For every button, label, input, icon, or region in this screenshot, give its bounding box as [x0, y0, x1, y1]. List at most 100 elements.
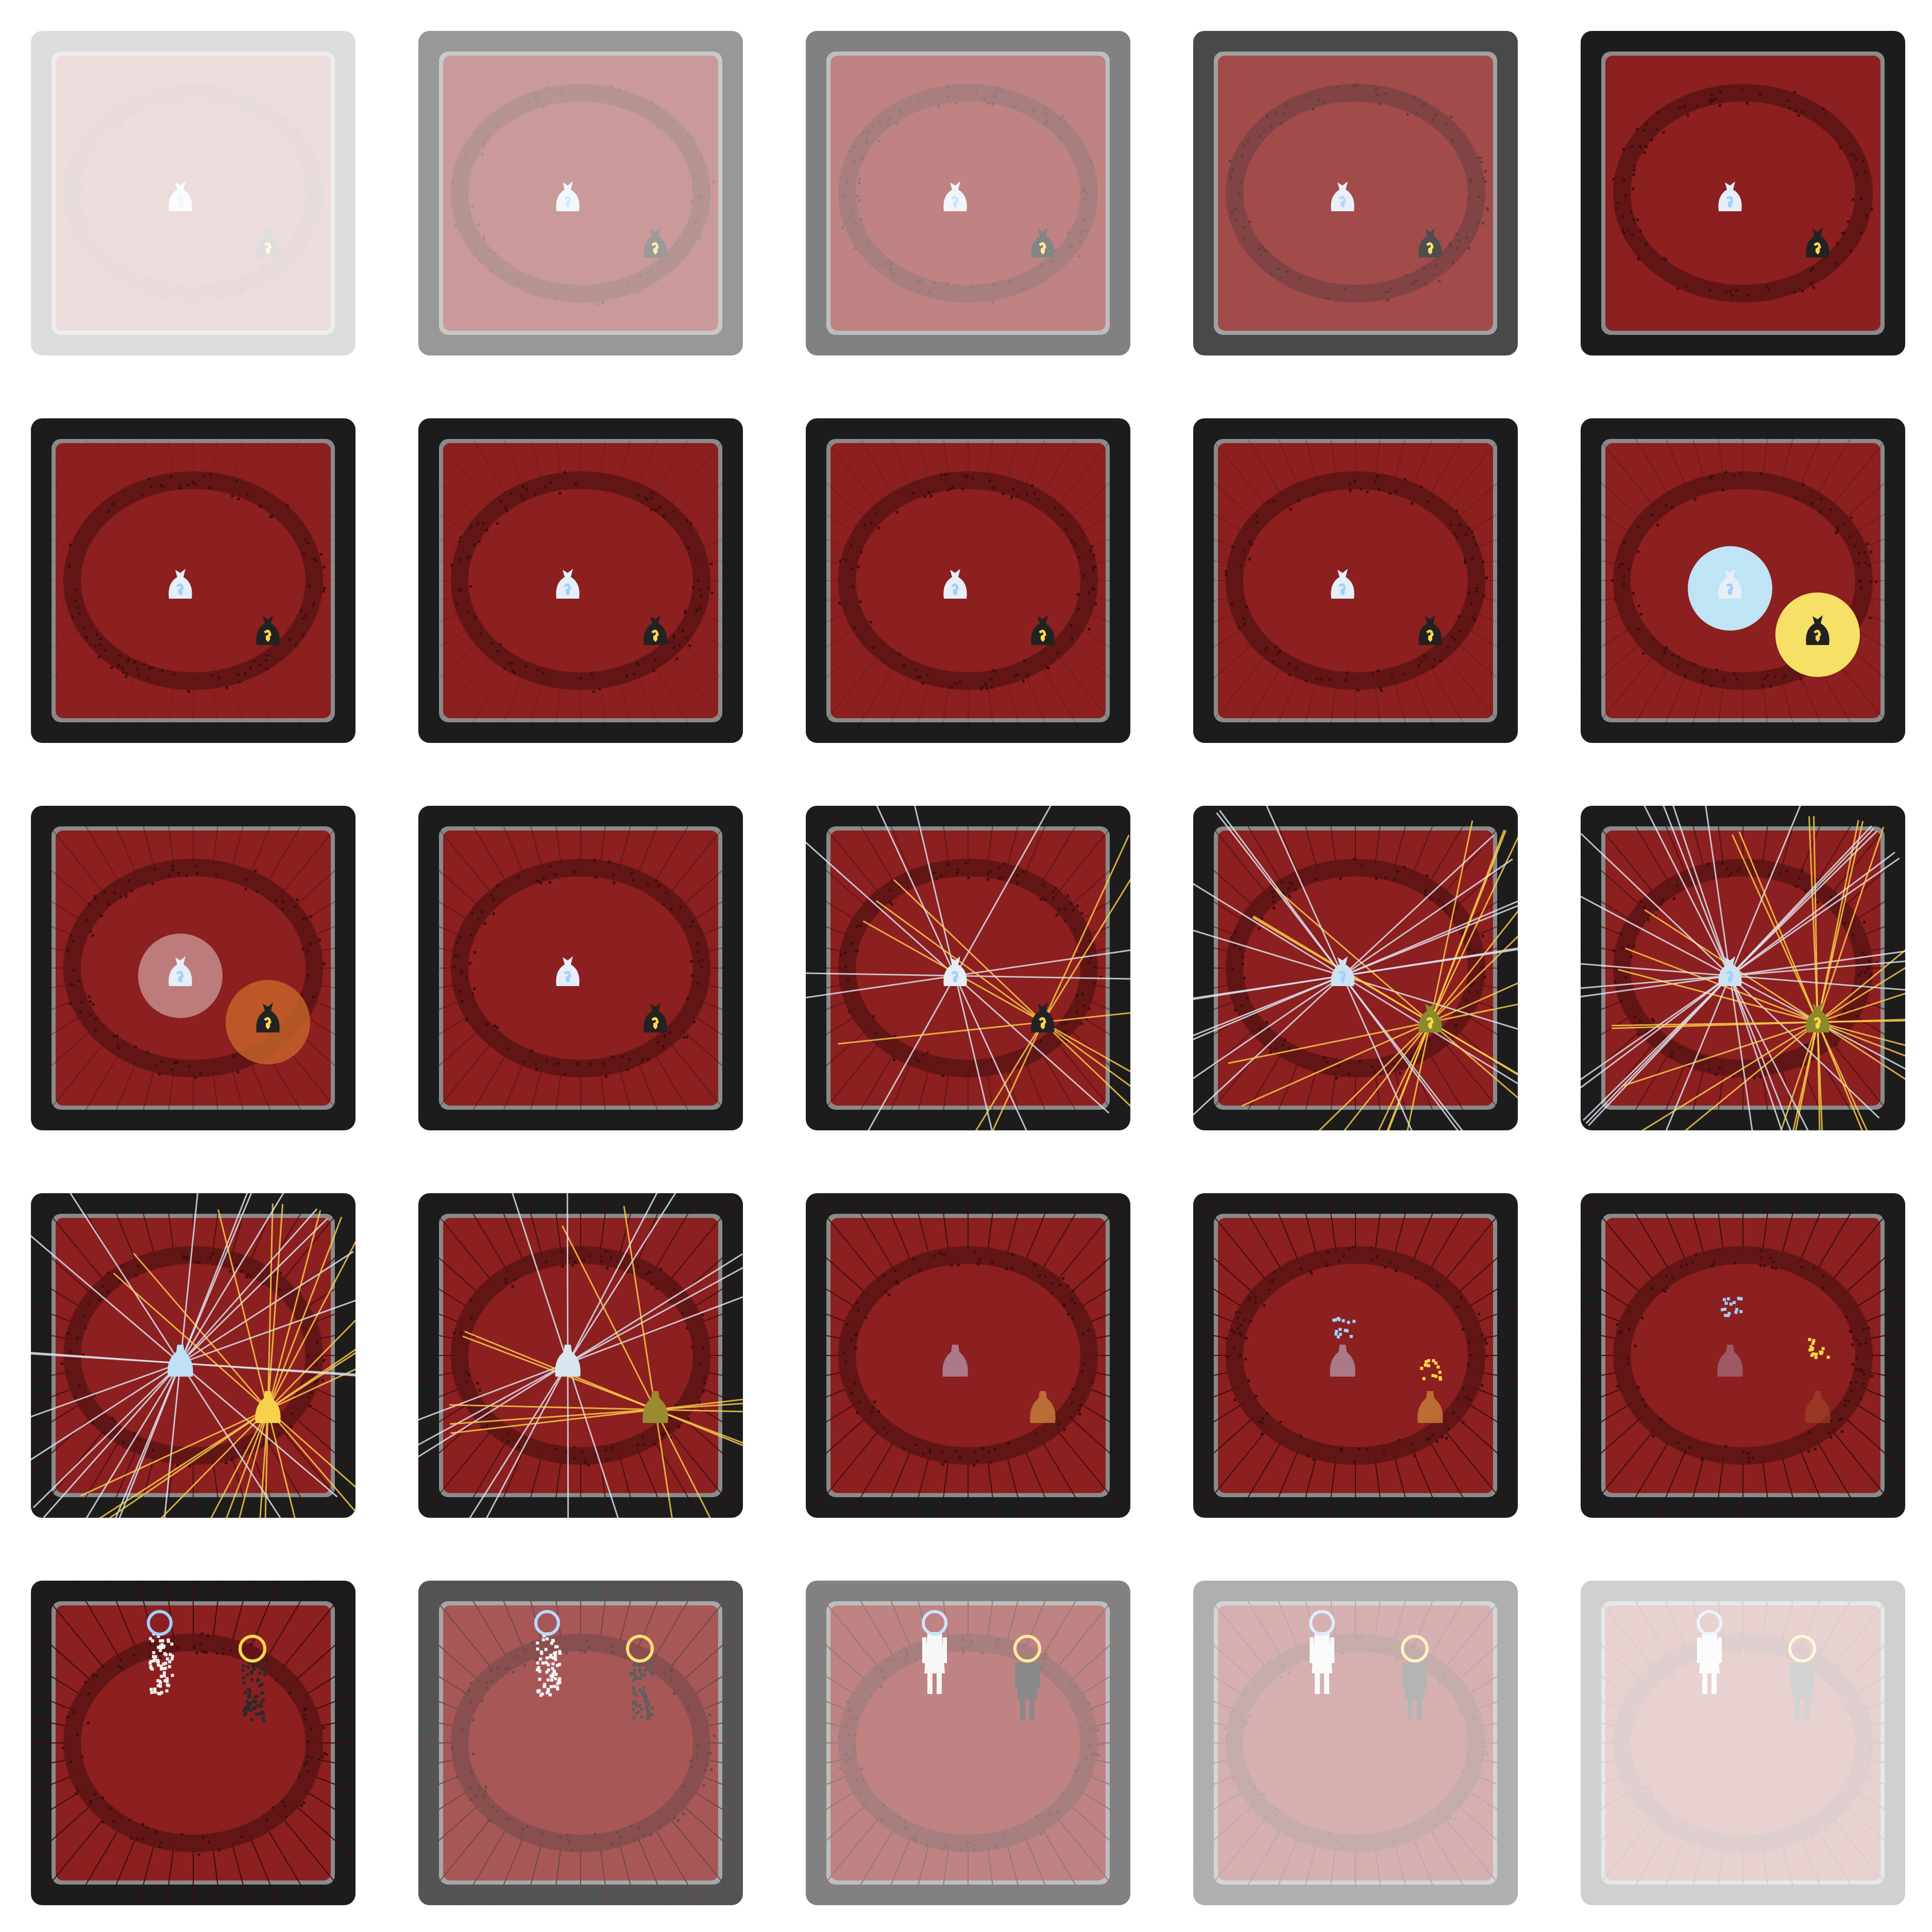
- arena-ring: [838, 859, 1098, 1077]
- frame-12: [418, 806, 743, 1130]
- ring-texture: [838, 473, 1097, 690]
- felt-surface: [443, 831, 718, 1106]
- game-board: [31, 1193, 355, 1518]
- board-inner-border: [439, 52, 722, 335]
- arena-ring: [838, 471, 1098, 690]
- board-inner-border: [52, 52, 335, 335]
- felt-surface: [831, 443, 1106, 718]
- arena-ring: [63, 859, 323, 1077]
- game-board: [31, 418, 355, 743]
- dark-halo-icon: [1788, 1635, 1816, 1663]
- frame-4: [1193, 31, 1518, 355]
- light-token-icon: [556, 956, 580, 986]
- felt-surface: [831, 56, 1106, 331]
- dark-figure: [1015, 1658, 1040, 1720]
- light-token-icon: [943, 569, 967, 599]
- light-token-icon: [1718, 956, 1742, 986]
- ring-texture: [841, 86, 1093, 304]
- frame-7: [418, 418, 743, 743]
- arena-ring: [451, 1246, 710, 1465]
- game-board: [1581, 31, 1905, 355]
- radial-lines: [31, 418, 355, 743]
- dark-token-icon: [642, 1391, 668, 1423]
- dark-token-icon: [1030, 1391, 1056, 1423]
- dark-token-icon: [1418, 1003, 1442, 1032]
- radial-lines: [1193, 1581, 1518, 1905]
- arena-ring: [1226, 84, 1485, 302]
- light-halo-icon: [1309, 1610, 1335, 1636]
- light-figure: [1310, 1632, 1334, 1694]
- frame-21: [31, 1581, 355, 1905]
- game-board: [806, 418, 1130, 743]
- ring-texture: [66, 84, 324, 299]
- arena-ring: [838, 1246, 1098, 1465]
- ring-texture: [1225, 475, 1488, 692]
- ring-texture: [843, 1251, 1093, 1467]
- board-outer-frame: [1193, 1581, 1518, 1905]
- frame-24: [1193, 1581, 1518, 1905]
- light-token-icon: [556, 569, 580, 599]
- game-board: [1193, 1193, 1518, 1518]
- light-token-icon: [1331, 956, 1354, 986]
- frame-23: [806, 1581, 1130, 1905]
- game-board: [418, 1581, 743, 1905]
- radial-lines: [1581, 418, 1905, 743]
- frame-25: [1581, 1581, 1905, 1905]
- light-token-icon: [556, 181, 580, 211]
- arena-ring: [1613, 1634, 1873, 1852]
- felt-surface: [1218, 1218, 1493, 1493]
- frame-19: [1193, 1193, 1518, 1518]
- arena-ring: [451, 859, 710, 1077]
- radial-lines: [31, 1581, 355, 1905]
- board-outer-frame: [1581, 1581, 1905, 1905]
- light-token-icon: [1330, 1345, 1355, 1377]
- game-board: [418, 418, 743, 743]
- game-board: [31, 806, 355, 1130]
- dark-token-icon: [1418, 228, 1442, 258]
- radial-lines: [806, 1581, 1130, 1905]
- board-inner-border: [1214, 1601, 1497, 1885]
- dark-halo-icon: [1401, 1635, 1429, 1663]
- dark-figure: [1790, 1658, 1815, 1720]
- felt-surface: [1605, 1218, 1880, 1493]
- frame-1: [31, 31, 355, 355]
- light-halo-icon: [147, 1610, 173, 1636]
- radial-lines: [418, 1193, 743, 1518]
- dark-figure: [1402, 1658, 1427, 1720]
- light-token-icon: [1331, 181, 1354, 211]
- game-board: [1581, 1193, 1905, 1518]
- radial-lines: [1193, 418, 1518, 743]
- arena-ring: [63, 84, 323, 302]
- game-board: [1193, 806, 1518, 1130]
- ring-texture: [1612, 88, 1873, 297]
- frame-14: [1193, 806, 1518, 1130]
- felt-surface: [443, 1605, 718, 1880]
- radial-lines: [418, 1581, 743, 1905]
- ring-texture: [450, 471, 714, 693]
- frame-2: [418, 31, 743, 355]
- dark-token-icon: [643, 1003, 667, 1032]
- dark-token-icon: [643, 615, 667, 645]
- game-board: [1193, 1581, 1518, 1905]
- radial-lines: [1581, 1581, 1905, 1905]
- arena-ring: [1613, 471, 1873, 690]
- game-board: [806, 1193, 1130, 1518]
- board-inner-border: [1601, 1601, 1885, 1885]
- ring-texture: [1617, 1633, 1873, 1850]
- light-halo-icon: [1697, 1610, 1722, 1636]
- dark-halo-icon: [239, 1635, 266, 1663]
- dark-token-icon: [1417, 1391, 1443, 1423]
- frame-16: [31, 1193, 355, 1518]
- dark-token-icon: [1031, 1003, 1055, 1032]
- frame-13: [806, 806, 1130, 1130]
- frame-20: [1581, 1193, 1905, 1518]
- radial-lines: [31, 806, 355, 1130]
- game-board: [806, 1581, 1130, 1905]
- frame-15: [1581, 806, 1905, 1130]
- light-token-icon: [942, 1345, 968, 1377]
- dark-token-icon: [256, 228, 280, 258]
- board-outer-frame: [418, 31, 743, 355]
- dark-token-icon: [1031, 615, 1055, 645]
- dark-token-icon: [1806, 228, 1829, 258]
- dark-token-icon: [1805, 1391, 1831, 1423]
